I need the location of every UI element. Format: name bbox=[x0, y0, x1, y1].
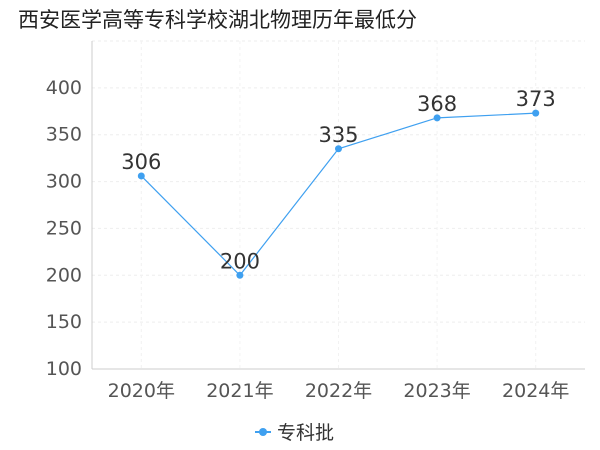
legend-label: 专科批 bbox=[277, 422, 335, 444]
data-label: 200 bbox=[220, 249, 260, 273]
chart-title: 西安医学高等专科学校湖北物理历年最低分 bbox=[18, 8, 417, 32]
y-tick-label: 400 bbox=[46, 77, 82, 99]
data-label: 373 bbox=[516, 87, 556, 111]
x-tick-label: 2022年 bbox=[305, 380, 372, 402]
grid-layer bbox=[92, 40, 585, 369]
data-point bbox=[335, 145, 342, 153]
axis-layer: 100 150 200 250 300 350 400 2020年 2021年 2022年 2023… bbox=[46, 41, 585, 402]
x-tick-label: 2020年 bbox=[108, 380, 175, 402]
data-point bbox=[433, 114, 441, 122]
y-tick-label: 350 bbox=[46, 124, 82, 146]
data-point bbox=[532, 109, 540, 117]
y-tick-label: 100 bbox=[46, 358, 82, 380]
label-layer: 306 200 335 368 373 bbox=[121, 87, 555, 273]
x-tick-label: 2024年 bbox=[502, 380, 569, 402]
data-label: 368 bbox=[417, 92, 457, 116]
data-label: 306 bbox=[121, 150, 161, 174]
data-point bbox=[137, 172, 145, 180]
data-point bbox=[236, 271, 244, 279]
data-label: 335 bbox=[318, 123, 358, 147]
legend[interactable]: 专科批 bbox=[255, 418, 334, 445]
y-tick-label: 150 bbox=[46, 311, 82, 333]
x-tick-label: 2021年 bbox=[206, 380, 273, 402]
x-tick-label: 2023年 bbox=[403, 380, 470, 402]
legend-marker-icon bbox=[255, 426, 271, 438]
y-tick-label: 200 bbox=[46, 264, 82, 286]
series-layer bbox=[137, 109, 540, 279]
y-tick-label: 250 bbox=[46, 217, 82, 239]
y-tick-label: 300 bbox=[46, 171, 82, 193]
